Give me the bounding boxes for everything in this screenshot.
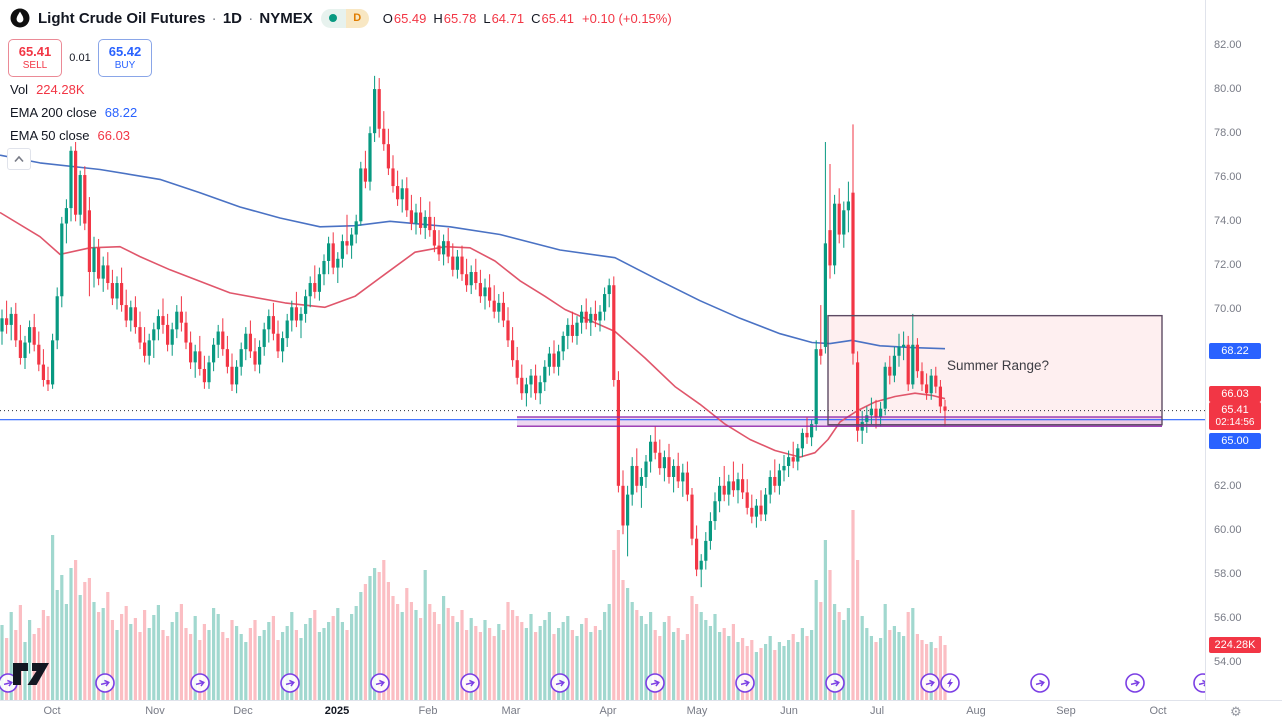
symbol-exchange: NYMEX [259,9,313,27]
legend-label: EMA 200 close [10,105,97,120]
ema-50-line [0,211,946,458]
price-chart-canvas[interactable]: Summer Range? [0,0,1205,700]
ohlc-item: L64.71 [483,10,525,26]
time-tick-label: Apr [599,705,617,717]
time-tick-label: Oct [43,705,61,717]
sell-price: 65.41 [18,43,52,59]
time-tick-label: Nov [145,705,165,717]
tradingview-logo[interactable] [12,660,52,688]
legend-label: EMA 50 close [10,128,90,143]
legend-row-ema-50-close[interactable]: EMA 50 close 66.03 [10,124,137,147]
price-axis-badge: 68.22 [1209,342,1261,359]
price-axis[interactable]: 82.00 80.00 78.00 76.00 74.00 72.00 70.00 62.00… [1205,0,1282,700]
price-tick-label: 82.00 [1214,39,1242,51]
buy-button[interactable]: 65.42 BUY [98,39,152,77]
symbol-title-group[interactable]: Light Crude Oil Futures · 1D · NYMEX [38,10,313,27]
price-tick-label: 78.00 [1214,127,1242,140]
ohlc-readout: O65.49 H65.78 L64.71 C65.41 [383,11,574,26]
price-tick-label: 70.00 [1214,303,1242,316]
ohlc-item: O65.49 [382,10,427,26]
price-axis-badge: 224.28K [1209,637,1261,653]
title-separator: · [207,9,221,27]
sell-label: SELL [22,59,48,71]
contract-rollover-marker[interactable] [190,673,210,693]
collapse-legend-button[interactable] [7,148,31,170]
price-tick-label: 72.00 [1214,259,1242,272]
sell-button[interactable]: 65.41 SELL [8,39,62,77]
contract-rollover-marker[interactable] [370,673,390,693]
chevron-up-icon [14,155,24,163]
time-tick-label: Mar [501,705,521,717]
range-box-border [827,314,1163,426]
time-tick-label: Feb [418,705,438,717]
contract-rollover-marker[interactable] [95,673,115,693]
price-tick-label: 54.00 [1214,656,1242,669]
contract-rollover-marker[interactable] [1125,673,1145,693]
axis-settings-gear-icon[interactable]: ⚙ [1230,704,1242,719]
trade-panel: 65.41 SELL 0.01 65.42 BUY [8,39,152,77]
time-tick-label: Dec [233,705,253,717]
market-open-indicator [320,8,346,28]
contract-event-lightning-marker[interactable] [940,673,960,693]
contract-rollover-marker[interactable] [1193,673,1205,693]
legend-row-ema-200-close[interactable]: EMA 200 close 68.22 [10,101,137,124]
price-axis-badge: 66.03 [1209,385,1261,402]
symbol-title: Light Crude Oil Futures [38,9,206,27]
buy-price: 65.42 [108,43,142,59]
time-tick-label: Oct [1149,705,1167,717]
symbol-interval[interactable]: 1D [222,9,243,27]
price-tick-label: 56.00 [1214,612,1242,625]
price-axis-badge: 65.00 [1209,432,1261,449]
legend-value: 66.03 [97,128,131,143]
time-tick-label: Jul [869,705,885,717]
contract-rollover-marker[interactable] [280,673,300,693]
contract-rollover-marker[interactable] [460,673,480,693]
spread-value: 0.01 [69,52,91,64]
contract-rollover-marker[interactable] [550,673,570,693]
title-separator: · [244,9,258,27]
time-tick-label: May [686,705,708,717]
contract-rollover-marker[interactable] [825,673,845,693]
market-status-pill[interactable]: D [320,8,369,28]
instrument-logo-icon[interactable] [10,8,30,28]
contract-rollover-marker[interactable] [1030,673,1050,693]
volume-layer [0,510,947,700]
candles-layer [0,75,947,588]
symbol-header: Light Crude Oil Futures · 1D · NYMEX D O… [10,8,672,28]
market-open-dot-icon [329,14,338,22]
price-tick-label: 58.00 [1214,567,1242,580]
price-tick-label: 60.00 [1214,523,1242,536]
contract-rollover-marker[interactable] [920,673,940,693]
change-readout: +0.10 (+0.15%) [582,10,672,26]
price-tick-label: 74.00 [1214,215,1242,228]
legend-label: Vol [10,82,29,97]
price-axis-badge: 65.41 02:14:56 [1209,401,1261,430]
legend-row-vol[interactable]: Vol 224.28K [10,78,137,101]
indicator-legend: Vol 224.28K EMA 200 close 68.22 EMA 50 close… [10,78,137,147]
buy-label: BUY [114,59,136,71]
time-tick-label: Sep [1056,705,1076,717]
price-tick-label: 76.00 [1214,171,1242,184]
contract-rollover-marker[interactable] [645,673,665,693]
price-tick-label: 80.00 [1214,83,1242,96]
time-axis[interactable]: ⚙ Oct Nov Dec 2025 Feb Mar Apr May Jun Jul Aug Sep O… [0,700,1282,722]
legend-value: 68.22 [104,105,138,120]
ohlc-item: H65.78 [433,10,477,26]
ohlc-item: C65.41 [531,10,575,26]
legend-value: 224.28K [36,82,85,97]
range-box-label: Summer Range? [947,358,1049,373]
time-tick-label: 2025 [324,705,350,717]
time-tick-label: Aug [966,705,986,717]
interval-badge: D [345,8,369,28]
ema-200-line [0,154,946,350]
time-tick-label: Jun [780,705,798,717]
contract-rollover-marker[interactable] [735,673,755,693]
price-tick-label: 62.00 [1214,479,1242,492]
